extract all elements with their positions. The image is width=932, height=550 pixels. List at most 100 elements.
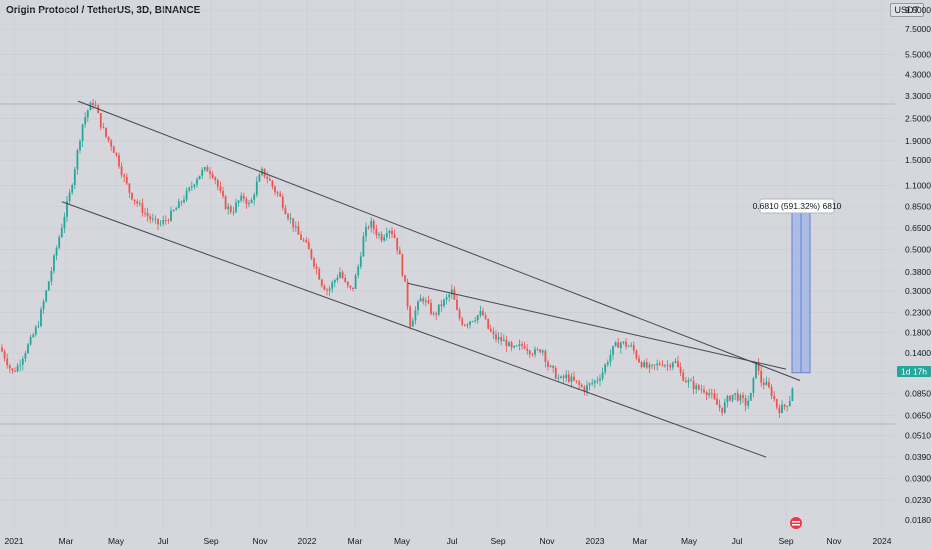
candle-body (292, 218, 295, 228)
candle-body (45, 290, 48, 302)
candle-body (112, 146, 115, 153)
candle-body (378, 234, 380, 236)
tradingview-logo[interactable] (790, 517, 802, 529)
candle-body (417, 301, 419, 311)
candle-body (76, 150, 79, 170)
y-tick-label: 0.0300 (905, 473, 931, 483)
y-tick-label: 0.3000 (905, 286, 931, 296)
candle-body (682, 372, 685, 381)
candle-body (16, 365, 19, 372)
candle-body (495, 334, 497, 340)
candle-body (352, 287, 354, 289)
candle-body (562, 376, 565, 379)
candle-body (144, 212, 146, 214)
candle-body (513, 345, 516, 348)
y-tick-label: 0.0180 (905, 515, 931, 525)
candle-body (531, 354, 534, 356)
candle-body (149, 216, 152, 220)
candle-body (617, 342, 620, 348)
candle-body (718, 404, 721, 408)
candle-body (203, 167, 206, 170)
candle-body (328, 288, 331, 291)
y-tick-label: 9.5000 (905, 5, 931, 15)
candle-body (583, 386, 586, 392)
candle-body (664, 365, 666, 367)
candle-body (586, 385, 588, 392)
candle-body (653, 364, 656, 366)
y-tick-label: 0.0510 (905, 430, 931, 440)
candle-body (469, 321, 471, 325)
candle-body (414, 310, 417, 321)
candle-body (640, 362, 643, 367)
candle-body (601, 372, 604, 379)
candle-body (128, 183, 131, 193)
candle-body (536, 349, 539, 351)
candle-body (703, 389, 705, 393)
candle-body (677, 361, 679, 368)
candle-body (180, 201, 183, 203)
y-tick-label: 0.1400 (905, 348, 931, 358)
candle-body (229, 206, 232, 213)
candle-body (658, 363, 661, 365)
candle-body (500, 337, 503, 342)
candle-body (68, 192, 71, 202)
candle-body (11, 368, 14, 371)
candle-body (367, 226, 370, 228)
candle-body (201, 169, 204, 176)
candle-body (487, 318, 490, 329)
candle-body (526, 348, 529, 351)
candle-body (60, 227, 63, 238)
candle-body (162, 220, 165, 224)
candle-body (370, 220, 373, 228)
candle-body (362, 236, 365, 257)
candle-body (177, 201, 180, 209)
candle-body (773, 396, 776, 400)
candle-body (55, 247, 58, 256)
candle-body (619, 342, 622, 348)
candle-body (721, 407, 724, 413)
candle-body (742, 395, 744, 399)
candle-body (1, 347, 3, 352)
candle-body (289, 218, 292, 220)
candle-body (216, 179, 219, 187)
candle-body (744, 398, 747, 406)
price-axis[interactable]: 9.5000 7.5000 5.5000 4.3000 3.3000 2.5000 1.90… (905, 5, 931, 525)
candle-body (630, 345, 633, 347)
candle-body (443, 299, 445, 307)
candle-body (92, 102, 94, 106)
candle-body (432, 313, 435, 315)
candle-body (287, 214, 289, 219)
candle-body (749, 392, 752, 401)
candle-body (183, 199, 185, 203)
candle-body (8, 365, 11, 369)
candle-body (110, 140, 113, 147)
candle-body (42, 301, 45, 310)
candle-body (250, 199, 253, 203)
candle-body (466, 324, 469, 326)
candle-body (510, 342, 513, 348)
candle-body (172, 210, 175, 211)
candle-body (224, 196, 227, 209)
candle-body (476, 315, 479, 321)
candle-body (669, 365, 672, 368)
candle-body (635, 350, 638, 359)
candle-body (261, 168, 263, 175)
y-tick-label: 4.3000 (905, 69, 931, 79)
candle-body (146, 212, 149, 217)
candle-body (713, 393, 716, 399)
candle-body (232, 211, 235, 213)
candle-body (276, 192, 279, 194)
candle-body (133, 199, 136, 202)
candle-body (705, 392, 708, 396)
candle-body (266, 176, 269, 179)
candle-body (638, 358, 640, 363)
y-tick-label: 2.5000 (905, 114, 931, 124)
price-range-measure[interactable]: 0.6810 (591.32%) 6810 (753, 198, 842, 374)
candle-body (268, 178, 271, 181)
candle-body (240, 195, 243, 201)
candle-body (185, 190, 188, 200)
candle-body (456, 299, 458, 310)
y-tick-label: 0.8500 (905, 201, 931, 211)
time-axis[interactable]: 2021 Mar May Jul Sep Nov 2022 Mar May Jul Sep Nov 20… (5, 536, 892, 546)
